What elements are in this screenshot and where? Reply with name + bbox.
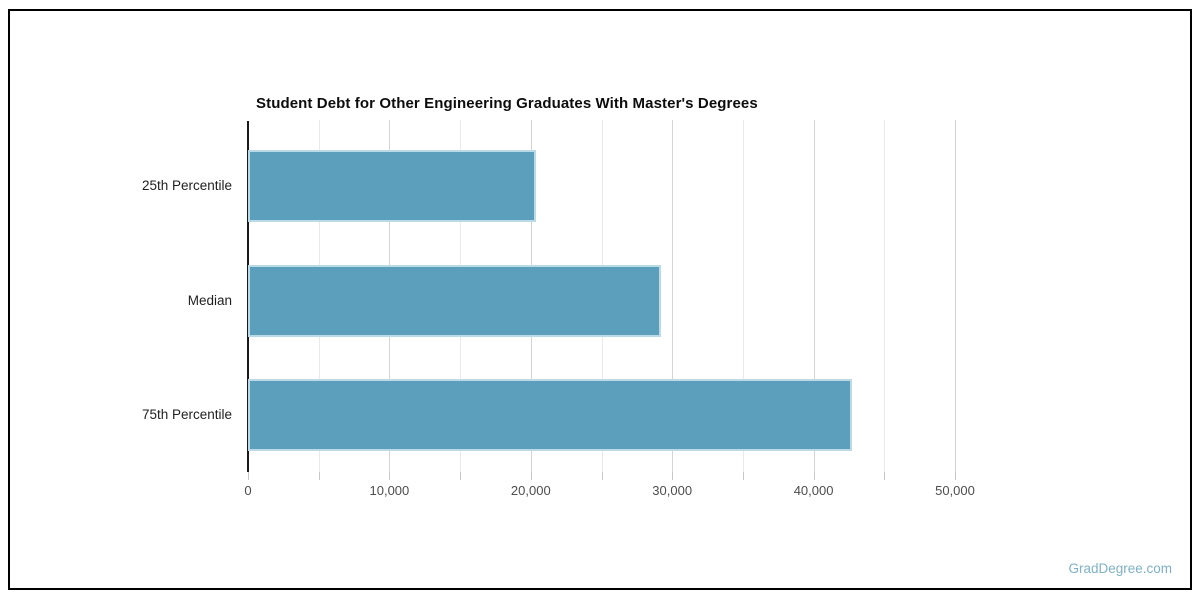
x-axis-tick bbox=[955, 472, 956, 480]
y-category-label: Median bbox=[187, 293, 232, 308]
major-gridline bbox=[955, 120, 956, 472]
x-tick-label: 0 bbox=[244, 483, 252, 498]
bar-75th-percentile bbox=[248, 379, 852, 451]
x-tick-label: 50,000 bbox=[935, 483, 975, 498]
chart-title: Student Debt for Other Engineering Gradu… bbox=[256, 95, 758, 112]
x-axis-tick bbox=[672, 472, 674, 480]
x-tick-label: 30,000 bbox=[652, 483, 693, 498]
x-axis-tick bbox=[318, 472, 320, 480]
chart-frame: Student Debt for Other Engineering Gradu… bbox=[8, 9, 1192, 590]
major-gridline bbox=[672, 120, 674, 472]
plot-area: 0 10,000 20,000 30,000 40,000 50,000 25th Perc… bbox=[10, 11, 1200, 611]
bar-median bbox=[248, 265, 661, 337]
watermark: GradDegree.com bbox=[1068, 561, 1172, 576]
x-axis-tick bbox=[884, 472, 886, 480]
x-axis-tick bbox=[530, 472, 532, 480]
minor-gridline bbox=[884, 120, 886, 472]
y-category-label: 75th Percentile bbox=[141, 407, 232, 422]
x-tick-label: 10,000 bbox=[369, 483, 410, 498]
x-axis-tick bbox=[601, 472, 603, 480]
major-gridline bbox=[813, 120, 815, 472]
minor-gridline bbox=[742, 120, 744, 472]
x-axis-tick bbox=[389, 472, 391, 480]
x-axis-tick bbox=[742, 472, 744, 480]
bar-25th-percentile bbox=[248, 150, 536, 222]
x-tick-label: 40,000 bbox=[793, 483, 834, 498]
x-axis-tick bbox=[248, 472, 249, 480]
y-category-label: 25th Percentile bbox=[141, 178, 232, 193]
x-axis-tick bbox=[813, 472, 815, 480]
x-axis-tick bbox=[460, 472, 462, 480]
x-tick-label: 20,000 bbox=[510, 483, 551, 498]
